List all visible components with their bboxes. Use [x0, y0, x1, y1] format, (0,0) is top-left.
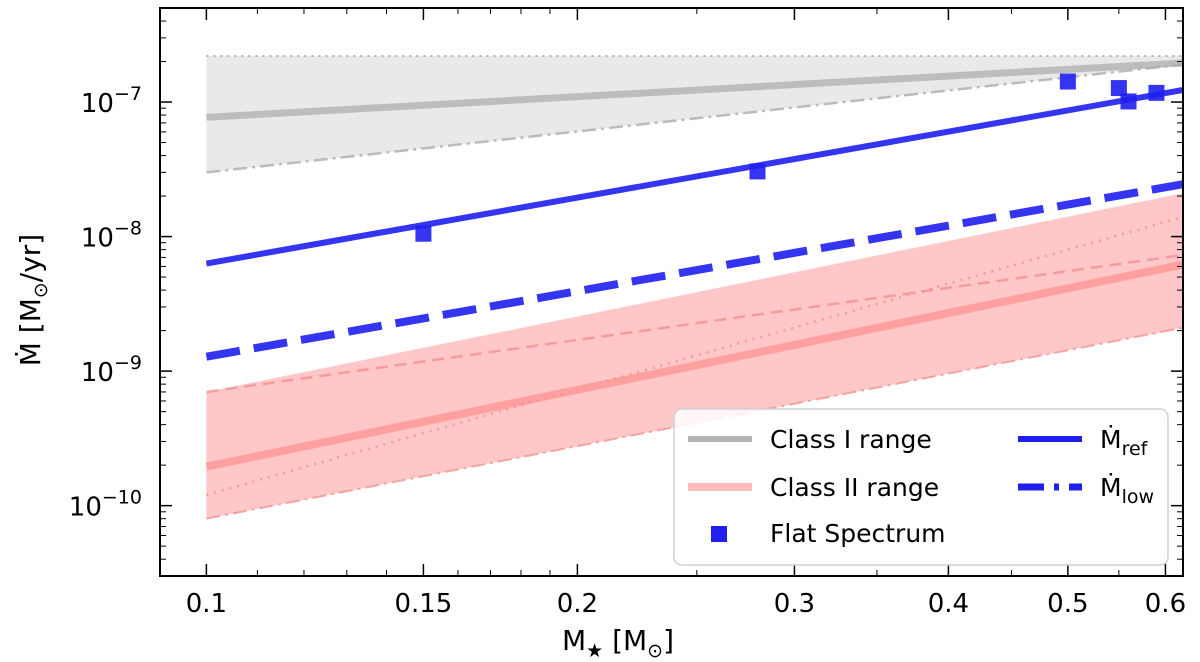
legend-box — [673, 408, 1169, 566]
y-tick-label: 10−10 — [69, 487, 142, 523]
legend-flat-label: Flat Spectrum — [770, 519, 946, 548]
y-axis-label: Ṁ [M⊙/yr] — [14, 234, 52, 367]
class2-dotted — [206, 215, 1183, 497]
legend-ref-label: Ṁref — [1100, 425, 1149, 460]
flat-spectrum-points — [415, 73, 1165, 242]
class2-dashed — [206, 253, 1183, 394]
flat-spectrum-point-6 — [1148, 84, 1165, 101]
class2-band — [206, 193, 1183, 519]
x-tick-labels: 0.1 0.15 0.2 0.3 0.4 0.5 0.6 — [186, 589, 1186, 619]
flat-spectrum-point-1 — [415, 225, 432, 242]
y-tick-label: 10−9 — [81, 352, 142, 388]
class1-median — [206, 59, 1183, 121]
x-tick-label: 0.15 — [394, 589, 452, 619]
flat-spectrum-point-5 — [1120, 93, 1137, 110]
mdot-ref — [205, 86, 1183, 267]
series-lines — [205, 54, 1183, 520]
plot-frame — [159, 7, 1184, 577]
x-tick-label: 0.3 — [774, 589, 815, 619]
x-tick-label: 0.5 — [1047, 589, 1088, 619]
x-tick-label: 0.1 — [186, 589, 227, 619]
legend: Class I range Class II range Flat Spectr… — [673, 408, 1169, 566]
x-tick-label: 0.6 — [1145, 589, 1186, 619]
y-tick-label: 10−7 — [81, 83, 142, 119]
legend-class2-label: Class II range — [770, 473, 939, 502]
legend-low-label: Ṁlow — [1100, 473, 1154, 508]
x-tick-label: 0.2 — [557, 589, 598, 619]
x-tick-label: 0.4 — [928, 589, 969, 619]
range-bands — [206, 55, 1183, 519]
class2-median — [205, 260, 1183, 471]
legend-flat-swatch — [711, 526, 727, 542]
y-tick-labels: 10−7 10−8 10−9 10−10 — [69, 83, 142, 523]
legend-class1-label: Class I range — [770, 425, 932, 454]
axis-ticks — [160, 8, 1183, 576]
flat-spectrum-point-2 — [749, 163, 766, 180]
flat-spectrum-point-4 — [1110, 80, 1127, 97]
y-tick-label: 10−8 — [81, 218, 142, 254]
x-axis-label: M★ [M⊙] — [562, 624, 674, 662]
class1-band — [206, 55, 1183, 173]
class1-lower-dashdot — [206, 63, 1183, 174]
flat-spectrum-point-3 — [1059, 73, 1076, 90]
mdot-low — [205, 180, 1183, 361]
